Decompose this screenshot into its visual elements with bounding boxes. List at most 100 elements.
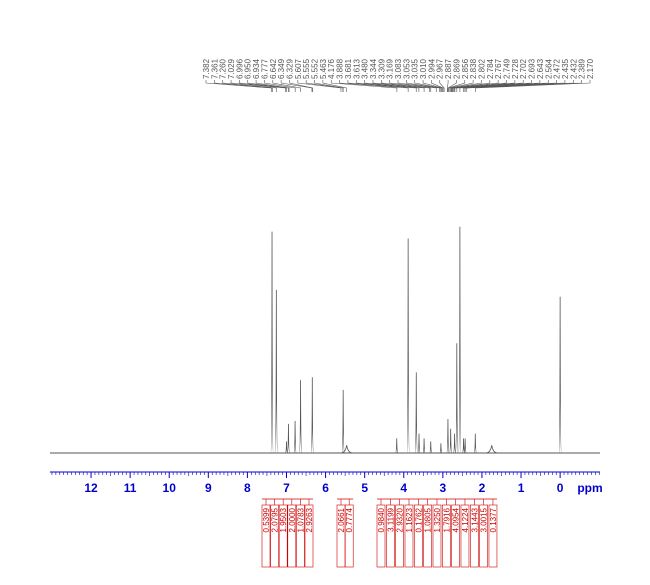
peak-connector — [339, 80, 409, 92]
peak-label: 7.361 — [210, 58, 219, 79]
peak-label: 2.767 — [494, 58, 503, 79]
peak-connector — [475, 80, 591, 92]
peak — [458, 226, 462, 454]
peak-connector — [222, 80, 277, 92]
peak — [284, 441, 289, 454]
x-tick-label: 11 — [124, 481, 137, 495]
integral-label: 3.1199 — [386, 507, 395, 531]
peak-label: 3.053 — [402, 58, 411, 79]
integral-label: 0.1762 — [414, 507, 423, 532]
peak-connector — [289, 80, 314, 92]
peak-label: 4.176 — [327, 58, 336, 79]
x-tick-label: 0 — [557, 481, 564, 495]
peak-connector — [314, 80, 344, 92]
peak-connector — [451, 80, 499, 92]
peak — [298, 380, 303, 454]
peak-label: 2.170 — [586, 58, 595, 79]
peak-label: 2.702 — [519, 58, 528, 79]
peak-connector — [466, 80, 582, 92]
peak — [274, 289, 278, 454]
peak-connector — [264, 80, 296, 92]
peak-label: 2.432 — [569, 58, 578, 79]
integral-label: 0.1377 — [489, 507, 498, 532]
peak-label: 5.555 — [302, 58, 311, 79]
peak — [422, 438, 426, 454]
peak-label: 6.777 — [260, 58, 269, 79]
peak — [429, 441, 433, 454]
peak — [439, 443, 443, 454]
x-tick-label: 6 — [322, 481, 329, 495]
peak-connector — [448, 80, 474, 92]
peak-connector — [414, 80, 442, 92]
integral-label: 1.9503 — [279, 507, 288, 532]
integral-label: 3.0015 — [480, 507, 489, 532]
x-tick-label: 2 — [479, 481, 486, 495]
peak-label: 3.613 — [352, 58, 361, 79]
x-tick-label: 12 — [84, 481, 98, 495]
integral-label: 1.3250 — [433, 507, 442, 532]
peak-label: 6.349 — [277, 58, 286, 79]
peak-label: 3.010 — [419, 58, 428, 79]
peak — [310, 377, 314, 454]
peak-label: 5.552 — [311, 58, 320, 79]
peak — [340, 445, 353, 454]
peak-label: 2.784 — [486, 58, 495, 79]
peak-connector — [452, 80, 507, 92]
peak-label: 2.887 — [444, 58, 453, 79]
peak-connector — [406, 80, 442, 92]
peak-connector — [280, 80, 313, 92]
peak-connector — [297, 80, 342, 92]
peak-label: 5.463 — [319, 58, 328, 79]
peak-label: 3.309 — [377, 58, 386, 79]
peak-label: 2.802 — [477, 58, 486, 79]
peak — [446, 419, 450, 454]
peak-connector — [454, 80, 532, 92]
peak-connector — [255, 80, 290, 92]
peak — [463, 438, 467, 454]
peak-label: 3.480 — [361, 58, 370, 79]
peak-connector — [272, 80, 301, 92]
peak — [455, 343, 459, 454]
peak-connector — [322, 80, 347, 92]
peak-label: 3.344 — [369, 58, 378, 79]
integral-label: 1.0805 — [424, 507, 433, 532]
peak-label: 6.329 — [285, 58, 294, 79]
peak-connector — [239, 80, 287, 92]
x-tick-label: 7 — [283, 481, 290, 495]
peak — [558, 296, 562, 454]
peak-connector — [397, 80, 440, 92]
peak — [341, 389, 345, 454]
peak-label: 6.950 — [244, 58, 253, 79]
peak-connector — [205, 80, 272, 92]
peak-label: 2.693 — [528, 58, 537, 79]
integral-label: 0.9840 — [377, 507, 386, 532]
integral-label: 1.1623 — [405, 507, 414, 532]
integral-label: 2.0795 — [271, 507, 280, 532]
peak-label: 3.169 — [386, 58, 395, 79]
peak — [452, 433, 457, 454]
integral-label: 2.0661 — [337, 507, 346, 532]
peak-label: 7.260 — [219, 58, 228, 79]
peak-label: 2.728 — [511, 58, 520, 79]
peak-connector — [230, 80, 286, 92]
peak-label: 3.083 — [394, 58, 403, 79]
peak-connector — [456, 80, 541, 92]
peak-label: 5.607 — [294, 58, 303, 79]
x-tick-label: 10 — [163, 481, 177, 495]
peak-connector — [431, 80, 444, 92]
peak-label: 2.749 — [503, 58, 512, 79]
peak-label: 2.967 — [436, 58, 445, 79]
peak-label: 2.838 — [469, 58, 478, 79]
peak-label: 3.681 — [344, 58, 353, 79]
peak-label: 2.389 — [578, 58, 587, 79]
x-tick-label: 4 — [400, 481, 407, 495]
integral-label: 0.5399 — [262, 507, 271, 532]
integral-label: 4.1224 — [461, 507, 470, 532]
peak — [414, 372, 418, 454]
peak — [270, 231, 274, 454]
peak-connector — [453, 80, 516, 92]
peak-label: 6.934 — [252, 58, 261, 79]
peak — [417, 433, 421, 454]
x-tick-label: 3 — [440, 481, 447, 495]
